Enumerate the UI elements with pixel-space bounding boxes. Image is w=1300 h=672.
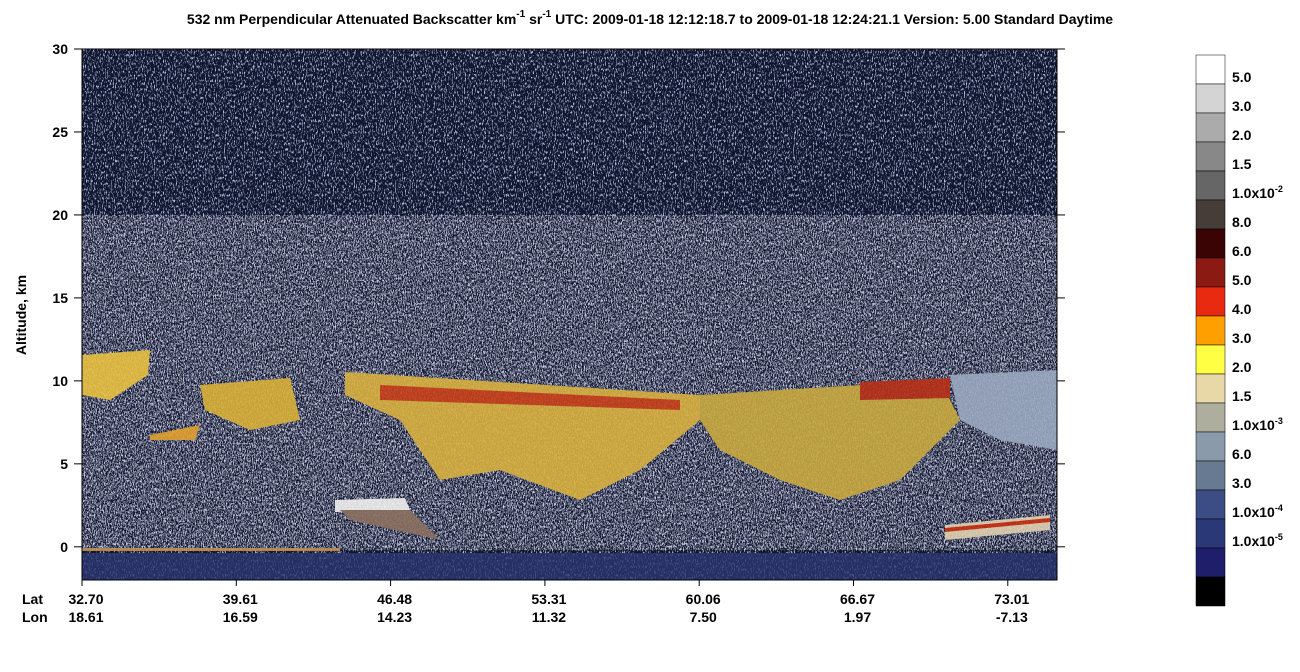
colorbar-swatch <box>1195 489 1226 520</box>
x-tick-label: -7.13 <box>996 609 1028 625</box>
title-part: 532 nm Perpendicular Attenuated Backscat… <box>187 11 516 27</box>
colorbar-swatch <box>1195 402 1226 433</box>
x-tick-label: 18.61 <box>68 609 103 625</box>
colorbar-swatch <box>1195 257 1226 288</box>
colorbar-label: 1.5 <box>1232 388 1252 404</box>
title-superscript: -1 <box>516 9 525 20</box>
x-tick-label: 66.67 <box>840 591 875 607</box>
colorbar-swatch <box>1195 344 1226 375</box>
x-row-label: Lon <box>22 609 48 625</box>
chart-title: 532 nm Perpendicular Attenuated Backscat… <box>187 9 1113 27</box>
x-tick-label: 53.31 <box>531 591 566 607</box>
colorbar-swatch <box>1195 199 1226 230</box>
colorbar-label: 3.0 <box>1232 475 1252 491</box>
colorbar-label-base: 1.0x10 <box>1232 533 1275 549</box>
colorbar-label: 8.0 <box>1232 214 1252 230</box>
colorbar-swatch <box>1195 286 1226 317</box>
colorbar-swatch <box>1195 112 1226 143</box>
colorbar-label: 1.0x10-5 <box>1232 532 1283 549</box>
colorbar-label: 1.5 <box>1232 156 1252 172</box>
colorbar-label-exponent: -5 <box>1275 532 1283 542</box>
colorbar-label: 5.0 <box>1232 69 1252 85</box>
title-part: UTC: 2009-01-18 12:12:18.7 to 2009-01-18… <box>551 11 1113 27</box>
colorbar-label: 1.0x10-3 <box>1232 416 1283 433</box>
colorbar-swatch <box>1195 83 1226 114</box>
y-tick-label: 20 <box>52 207 68 223</box>
x-tick-label: 7.50 <box>690 609 717 625</box>
x-tick-label: 46.48 <box>377 591 412 607</box>
x-tick-label: 32.70 <box>68 591 103 607</box>
colorbar-label: 6.0 <box>1232 446 1252 462</box>
colorbar-label-base: 1.0x10 <box>1232 185 1275 201</box>
y-tick-label: 30 <box>52 41 68 57</box>
colorbar-swatch <box>1195 431 1226 462</box>
x-tick-label: 14.23 <box>377 609 412 625</box>
colorbar-label: 1.0x10-4 <box>1232 503 1283 520</box>
colorbar-swatch <box>1195 460 1226 491</box>
curtain <box>82 49 1057 580</box>
x-tick-label: 16.59 <box>223 609 258 625</box>
y-axis-label: Altitude, km <box>13 275 29 355</box>
colorbar-swatch <box>1195 170 1226 201</box>
colorbar-label-exponent: -3 <box>1275 416 1283 426</box>
colorbar-label-exponent: -2 <box>1275 184 1283 194</box>
title-part: sr <box>525 11 543 27</box>
colorbar-label: 2.0 <box>1232 359 1252 375</box>
colorbar-label: 5.0 <box>1232 272 1252 288</box>
y-tick-label: 10 <box>52 373 68 389</box>
colorbar-label-base: 1.0x10 <box>1232 417 1275 433</box>
colorbar-swatch <box>1195 576 1226 607</box>
x-tick-label: 1.97 <box>844 609 871 625</box>
x-tick-label: 39.61 <box>223 591 258 607</box>
colorbar-swatch <box>1195 228 1226 259</box>
y-tick-label: 5 <box>60 456 68 472</box>
colorbar-swatch <box>1195 373 1226 404</box>
y-tick-label: 0 <box>60 539 68 555</box>
x-tick-label: 73.01 <box>994 591 1029 607</box>
colorbar-label-exponent: -4 <box>1275 503 1283 513</box>
x-row-label: Lat <box>22 591 43 607</box>
colorbar-label-base: 1.0x10 <box>1232 504 1275 520</box>
plot-frame <box>81 48 1058 581</box>
colorbar-swatch <box>1195 141 1226 172</box>
colorbar-label: 6.0 <box>1232 243 1252 259</box>
colorbar-label: 3.0 <box>1232 98 1252 114</box>
colorbar-label: 1.0x10-2 <box>1232 184 1283 201</box>
colorbar-label: 2.0 <box>1232 127 1252 143</box>
colorbar-label: 4.0 <box>1232 301 1252 317</box>
x-tick-label: 60.06 <box>686 591 721 607</box>
colorbar-swatch <box>1195 518 1226 549</box>
surface-band <box>82 553 1057 580</box>
cloud-layer <box>82 350 1057 551</box>
colorbar-swatch <box>1195 54 1226 85</box>
y-tick-label: 25 <box>52 124 68 140</box>
colorbar-swatch <box>1195 315 1226 346</box>
colorbar-swatch <box>1195 547 1226 578</box>
colorbar-label: 3.0 <box>1232 330 1252 346</box>
y-tick-label: 15 <box>52 290 68 306</box>
title-superscript: -1 <box>542 9 551 20</box>
x-tick-label: 11.32 <box>532 609 566 625</box>
